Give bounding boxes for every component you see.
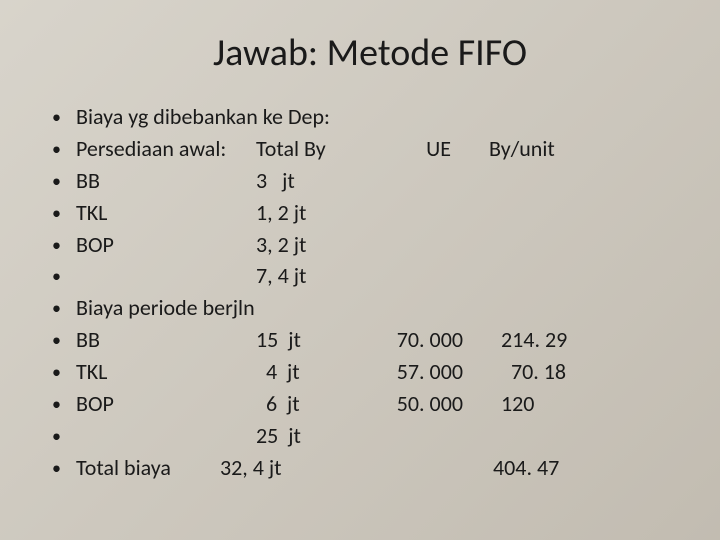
row-ue: 70. 000	[366, 324, 481, 356]
slide-title: Jawab: Metode FIFO	[60, 30, 680, 76]
bullet-icon: •	[52, 232, 76, 258]
row-value: 3 jt	[256, 165, 366, 197]
bullet-icon: •	[52, 200, 76, 226]
row-value: 15 jt	[256, 324, 366, 356]
list-item: • 25 jt	[52, 420, 680, 452]
header-ue: UE	[366, 133, 481, 165]
list-item: • TKL 4 jt 57. 000 70. 18	[52, 356, 680, 388]
row-value: 7, 4 jt	[256, 260, 366, 292]
list-item: • Total biaya 32, 4 jt 404. 47	[52, 452, 680, 484]
row-label: BOP	[76, 229, 256, 261]
list-item: • 7, 4 jt	[52, 260, 680, 292]
row-label: TKL	[76, 197, 256, 229]
list-item: • Persediaan awal: Total By UE By/unit	[52, 133, 680, 165]
content-list: • Biaya yg dibebankan ke Dep: • Persedia…	[40, 101, 680, 484]
bullet-icon: •	[52, 327, 76, 353]
list-item: • BB 3 jt	[52, 165, 680, 197]
list-item: • BOP 6 jt 50. 000 120	[52, 388, 680, 420]
row-label: BOP	[76, 388, 256, 420]
bullet-icon: •	[52, 391, 76, 417]
row-label: TKL	[76, 356, 256, 388]
row-ue: 50. 000	[366, 388, 481, 420]
row-value: 25 jt	[256, 420, 366, 452]
header-byunit: By/unit	[481, 133, 591, 165]
row-byunit: 120	[481, 388, 591, 420]
bullet-icon: •	[52, 136, 76, 162]
row-value: 4 jt	[256, 356, 366, 388]
list-item: • Biaya yg dibebankan ke Dep:	[52, 101, 680, 133]
bullet-icon: •	[52, 423, 76, 449]
header-label: Persediaan awal:	[76, 133, 256, 165]
list-item: • BB 15 jt 70. 000 214. 29	[52, 324, 680, 356]
row-byunit: 70. 18	[481, 356, 591, 388]
row-label: Biaya periode berjln	[76, 292, 255, 324]
list-item: • TKL 1, 2 jt	[52, 197, 680, 229]
row-byunit: 214. 29	[481, 324, 591, 356]
list-item: • BOP 3, 2 jt	[52, 229, 680, 261]
row-value: 32, 4 jt	[220, 452, 366, 484]
row-value: 1, 2 jt	[256, 197, 366, 229]
row-value: 6 jt	[256, 388, 366, 420]
bullet-icon: •	[52, 168, 76, 194]
row-label: Biaya yg dibebankan ke Dep:	[76, 101, 330, 133]
row-label: BB	[76, 324, 256, 356]
bullet-icon: •	[52, 263, 76, 289]
row-label: BB	[76, 165, 256, 197]
row-value: 3, 2 jt	[256, 229, 366, 261]
bullet-icon: •	[52, 359, 76, 385]
list-item: • Biaya periode berjln	[52, 292, 680, 324]
slide: Jawab: Metode FIFO • Biaya yg dibebankan…	[0, 0, 720, 540]
bullet-icon: •	[52, 295, 76, 321]
bullet-icon: •	[52, 104, 76, 130]
row-ue: 57. 000	[366, 356, 481, 388]
row-byunit: 404. 47	[481, 452, 591, 484]
header-totalby: Total By	[256, 133, 366, 165]
bullet-icon: •	[52, 455, 76, 481]
